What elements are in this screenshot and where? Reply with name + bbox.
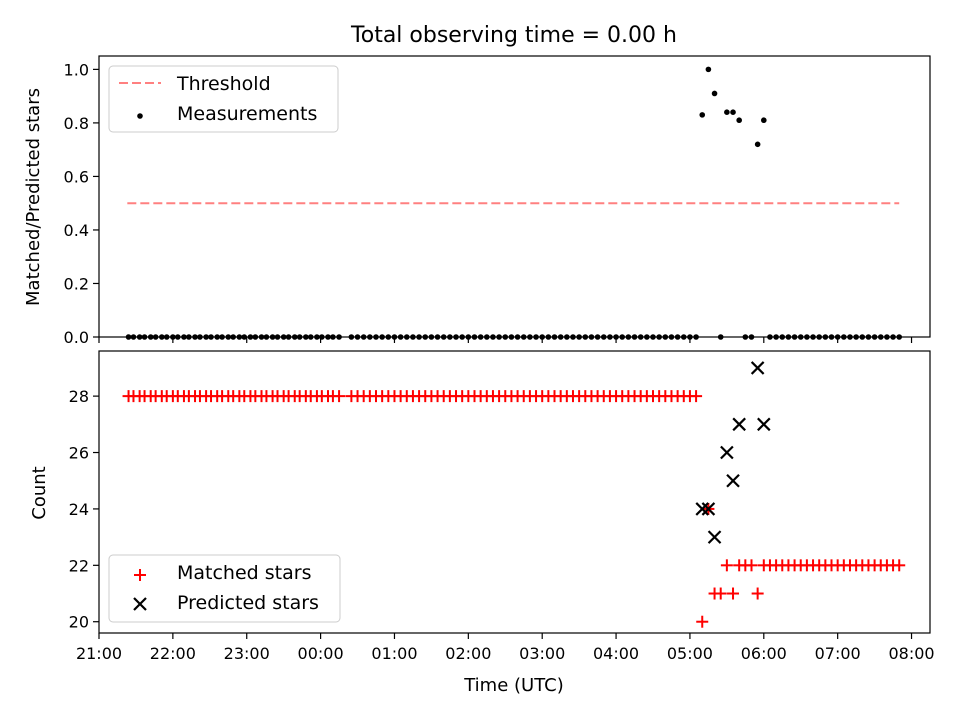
- measurement-point: [711, 90, 718, 97]
- measurement-point: [699, 112, 706, 118]
- matched-star-marker: [727, 587, 740, 600]
- legend-matched-swatch: [134, 569, 146, 581]
- count-legend: Matched stars Predicted stars: [108, 554, 341, 623]
- x-tick-label: 08:00: [888, 644, 934, 663]
- x-tick-label: 07:00: [815, 644, 861, 663]
- matched-star-marker: [714, 587, 727, 600]
- matched-star-marker: [720, 559, 733, 572]
- predicted-star-marker: [726, 473, 740, 488]
- panel-count: 20 22 24 26 28 21:00 22:00 23:00 00:00 01:00 02:0…: [29, 350, 935, 696]
- measurement-point: [754, 141, 761, 148]
- count-y-ticks: 20 22 24 26 28: [69, 387, 99, 632]
- x-tick-label: 02:00: [445, 644, 491, 663]
- measurement-point: [724, 109, 730, 115]
- matched-star-marker: [893, 559, 906, 572]
- y-tick-label: 0.8: [64, 114, 89, 133]
- y-tick-label: 1.0: [64, 60, 89, 79]
- predicted-star-marker: [695, 502, 710, 516]
- x-tick-label: 21:00: [76, 644, 122, 663]
- y-tick-label: 0.4: [64, 221, 89, 240]
- ratio-y-axis-label: Matched/Predicted stars: [23, 88, 44, 306]
- count-x-ticks: 21:00 22:00 23:00 00:00 01:00 02:00 03:00 04:00…: [76, 633, 935, 663]
- y-tick-label: 0.2: [64, 274, 89, 293]
- predicted-star-marker: [732, 417, 746, 432]
- x-tick-label: 22:00: [150, 644, 196, 663]
- x-tick-label: 00:00: [298, 644, 344, 663]
- x-tick-label: 06:00: [741, 644, 787, 663]
- y-tick-label: 24: [69, 500, 89, 519]
- legend-measurements-swatch: [137, 113, 143, 119]
- measurement-point: [761, 117, 767, 124]
- ratio-plot-marks: [125, 66, 903, 340]
- legend-predicted-label: Predicted stars: [177, 592, 319, 614]
- count-plot-frame: [98, 350, 931, 634]
- y-tick-label: 28: [69, 387, 89, 406]
- legend-matched-label: Matched stars: [177, 562, 311, 584]
- panel-ratio: 0.0 0.2 0.4 0.6 0.8 1.0 Matched/Predicted sta…: [23, 55, 931, 347]
- x-tick-label: 23:00: [224, 644, 270, 663]
- measurement-point: [730, 109, 736, 115]
- legend-threshold-label: Threshold: [176, 73, 271, 95]
- legend-predicted-swatch: [133, 597, 147, 611]
- x-tick-label: 04:00: [593, 644, 639, 663]
- ratio-x-ticks: [98, 337, 913, 343]
- count-legend-box: [108, 554, 341, 623]
- x-axis-label: Time (UTC): [463, 675, 564, 696]
- y-tick-label: 20: [69, 613, 89, 632]
- matched-star-marker: [751, 587, 764, 600]
- y-tick-label: 0.6: [64, 167, 89, 186]
- predicted-star-marker: [750, 361, 765, 375]
- y-tick-label: 26: [69, 444, 89, 463]
- legend-measurements-label: Measurements: [177, 103, 317, 125]
- matched-star-marker: [333, 390, 346, 403]
- y-tick-label: 22: [69, 556, 89, 575]
- x-tick-label: 05:00: [667, 644, 713, 663]
- count-y-axis-label: Count: [29, 466, 50, 519]
- matched-star-marker: [690, 390, 703, 403]
- chart-title: Total observing time = 0.00 h: [350, 23, 677, 48]
- count-plot-marks: [122, 361, 906, 628]
- x-tick-label: 01:00: [371, 644, 417, 663]
- y-tick-label: 0.0: [64, 328, 89, 347]
- matched-star-marker: [745, 559, 758, 572]
- ratio-legend: Threshold Measurements: [108, 65, 339, 133]
- measurement-point: [736, 117, 742, 124]
- matched-star-marker: [696, 615, 709, 628]
- predicted-star-marker: [757, 417, 771, 432]
- measurement-point: [705, 66, 712, 73]
- ratio-y-ticks: 0.0 0.2 0.4 0.6 0.8 1.0: [64, 60, 99, 347]
- ratio-legend-box: [108, 65, 339, 133]
- predicted-star-marker: [707, 530, 722, 544]
- ratio-plot-frame: [98, 55, 931, 338]
- predicted-star-marker: [701, 502, 716, 516]
- x-tick-label: 03:00: [519, 644, 565, 663]
- predicted-star-marker: [720, 445, 734, 460]
